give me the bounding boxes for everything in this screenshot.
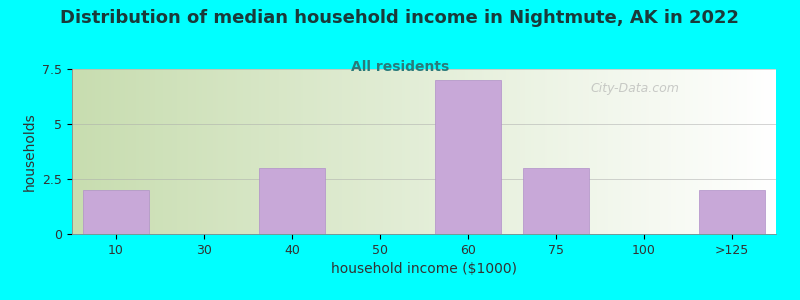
Text: City-Data.com: City-Data.com (590, 82, 680, 95)
Text: All residents: All residents (351, 60, 449, 74)
Bar (435, 80, 501, 234)
Bar (523, 168, 589, 234)
Bar (259, 168, 325, 234)
Bar (699, 190, 765, 234)
Text: Distribution of median household income in Nightmute, AK in 2022: Distribution of median household income … (61, 9, 739, 27)
Bar (83, 190, 149, 234)
Y-axis label: households: households (22, 112, 37, 191)
X-axis label: household income ($1000): household income ($1000) (331, 262, 517, 276)
